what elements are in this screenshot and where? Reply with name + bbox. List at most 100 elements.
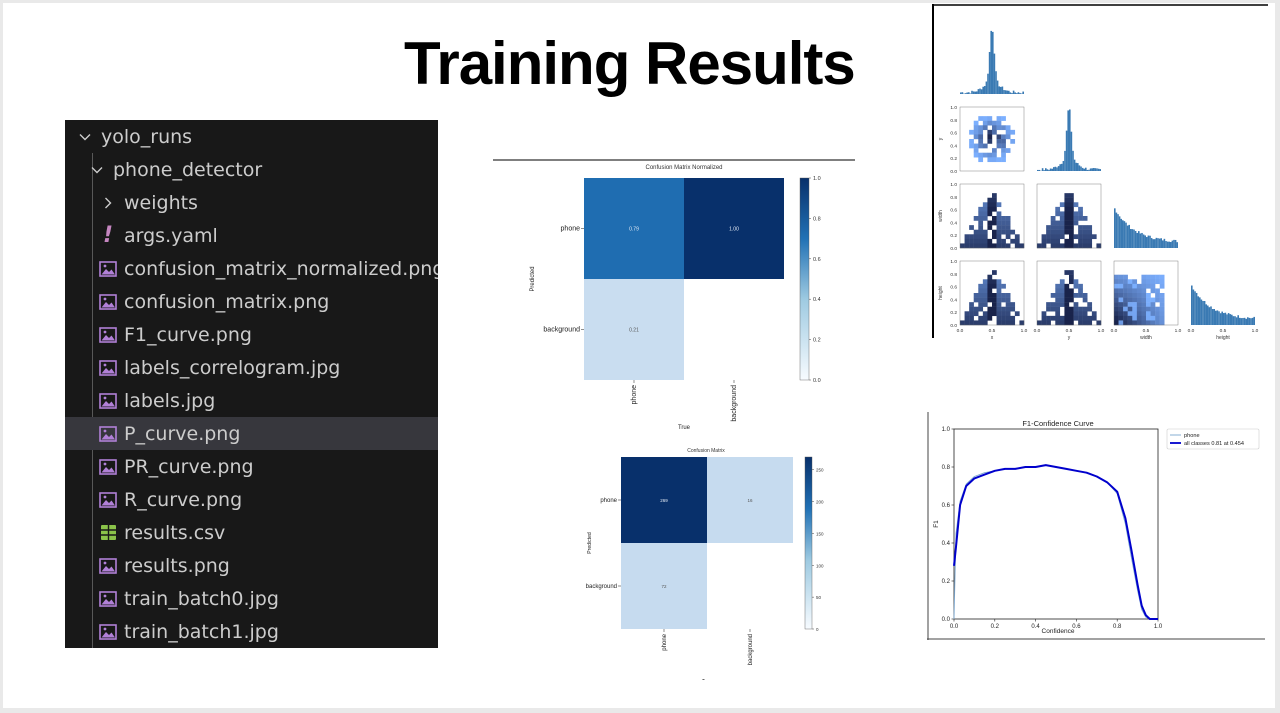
correlogram-2d-bin (1064, 315, 1070, 321)
correlogram-2d-bin (1059, 283, 1065, 289)
correlogram-hist-bar (1131, 229, 1134, 248)
correlogram-hist-bar (1004, 90, 1007, 94)
correlogram-xtick: 0.5 (1220, 328, 1227, 334)
correlogram-hist-bar (1251, 317, 1254, 325)
tree-item-label: confusion_matrix.png (124, 290, 330, 313)
correlogram-hist-bar (1054, 166, 1057, 171)
correlogram-hist-bar (1138, 231, 1140, 248)
tree-file-8[interactable]: labels.jpg (65, 384, 438, 417)
correlogram-ytick: 0.8 (950, 118, 957, 124)
cm-col-label: phone (662, 633, 668, 650)
correlogram-2d-bin (1055, 306, 1061, 312)
tree-file-6[interactable]: F1_curve.png (65, 318, 438, 351)
correlogram-2d-bin (1041, 234, 1047, 240)
correlogram-2d-bin (1005, 302, 1011, 307)
correlogram-2d-bin (1136, 293, 1142, 298)
cm-row-label: phone (600, 498, 617, 504)
correlogram-2d-bin (1146, 302, 1151, 307)
tree-file-3[interactable]: ! args.yaml (65, 219, 438, 252)
correlogram-2d-bin (992, 206, 997, 212)
cm-cell-value: 269 (660, 498, 668, 503)
correlogram-2d-bin (1091, 315, 1097, 321)
tree-file-5[interactable]: confusion_matrix.png (65, 285, 438, 318)
correlogram-2d-bin (1014, 238, 1020, 244)
correlogram-2d-bin (1150, 320, 1156, 326)
cm-cell (707, 457, 793, 543)
correlogram-2d-bin (1001, 315, 1006, 321)
correlogram-hist-bar (1006, 90, 1008, 94)
correlogram-2d-bin (1087, 238, 1093, 244)
correlogram-hist-bar (1003, 90, 1005, 94)
correlogram-2d-bin (1055, 225, 1061, 230)
correlogram-ytick: 0.4 (950, 297, 957, 303)
correlogram-hist-bar (1012, 90, 1015, 94)
correlogram-ylabel: height (938, 286, 944, 300)
correlogram-2d-bin (1069, 197, 1074, 203)
correlogram-2d-bin (1123, 311, 1128, 317)
correlogram-hist-bar (1061, 163, 1063, 171)
tree-file-11[interactable]: R_curve.png (65, 483, 438, 516)
correlogram-2d-bin (992, 302, 997, 307)
tree-file-9[interactable]: P_curve.png (65, 417, 438, 450)
correlogram-2d-bin (1064, 225, 1070, 230)
correlogram-2d-bin (1114, 315, 1119, 321)
correlogram-hist-bar (1231, 314, 1233, 325)
tree-file-14[interactable]: train_batch0.jpg (65, 582, 438, 615)
tree-file-7[interactable]: labels_correlogram.jpg (65, 351, 438, 384)
correlogram-2d-bin (964, 320, 970, 326)
cm-colorbar-tick-label: 0.2 (813, 338, 821, 344)
correlogram-cell-frame (959, 260, 1025, 326)
image-file-icon (98, 623, 118, 640)
tree-file-13[interactable]: results.png (65, 549, 438, 582)
tree-folder-1[interactable]: phone_detector (65, 153, 438, 186)
correlogram-2d-bin (1014, 243, 1020, 249)
correlogram-2d-bin (1141, 274, 1147, 280)
correlogram-2d-bin (987, 152, 993, 158)
correlogram-2d-bin (1082, 234, 1088, 240)
cm-row-label: background (586, 584, 617, 590)
correlogram-2d-bin (978, 220, 984, 226)
correlogram-2d-bin (969, 302, 974, 307)
correlogram-hist-bar (1073, 159, 1076, 171)
correlogram-2d-bin (1050, 315, 1056, 321)
correlogram-2d-bin (987, 311, 993, 317)
correlogram-2d-bin (1159, 279, 1165, 285)
correlogram-cell-frame (1036, 260, 1102, 326)
correlogram-hist-bar (1134, 230, 1137, 248)
correlogram-xtick: 0.5 (1066, 328, 1073, 334)
correlogram-2d-bin (982, 238, 988, 244)
correlogram-hist-bar (1227, 313, 1230, 325)
tree-file-12[interactable]: results.csv (65, 516, 438, 549)
correlogram-2d-bin (1146, 293, 1151, 298)
correlogram-2d-bin (996, 225, 1002, 230)
correlogram-2d-bin (982, 293, 988, 298)
correlogram-hist-bar (1173, 239, 1175, 248)
correlogram-2d-bin (1078, 293, 1083, 298)
correlogram-hist-bar (998, 86, 1000, 94)
correlogram-2d-bin (1082, 216, 1088, 221)
correlogram-2d-bin (1073, 202, 1079, 208)
correlogram-2d-bin (1127, 293, 1133, 298)
correlogram-2d-bin (1073, 216, 1079, 221)
correlogram-hist-bar (1144, 235, 1146, 248)
tree-item-label: results.csv (124, 521, 226, 544)
tree-folder-0[interactable]: yolo_runs (65, 120, 427, 153)
x-tick-label: 0.6 (1072, 624, 1081, 630)
tree-folder-2[interactable]: weights (65, 186, 438, 219)
correlogram-2d-bin (987, 139, 993, 144)
correlogram-2d-bin (969, 234, 974, 240)
correlogram-2d-bin (1050, 243, 1056, 249)
correlogram-2d-bin (996, 134, 1002, 140)
tree-file-10[interactable]: PR_curve.png (65, 450, 438, 483)
tree-file-15[interactable]: train_batch1.jpg (65, 615, 438, 648)
correlogram-hist-bar (1191, 285, 1193, 325)
correlogram-2d-bin (1041, 311, 1047, 317)
yaml-file-icon: ! (102, 222, 114, 248)
correlogram-2d-bin (1069, 270, 1074, 275)
correlogram-2d-bin (1001, 216, 1006, 221)
tree-file-4[interactable]: confusion_matrix_normalized.png (65, 252, 438, 285)
correlogram-2d-bin (1146, 315, 1151, 321)
f1-curve-figure: F1-Confidence Curve Confidence F1 0.0 0.2… (927, 412, 1265, 640)
correlogram-2d-bin (996, 120, 1002, 126)
correlogram-2d-bin (992, 129, 997, 135)
